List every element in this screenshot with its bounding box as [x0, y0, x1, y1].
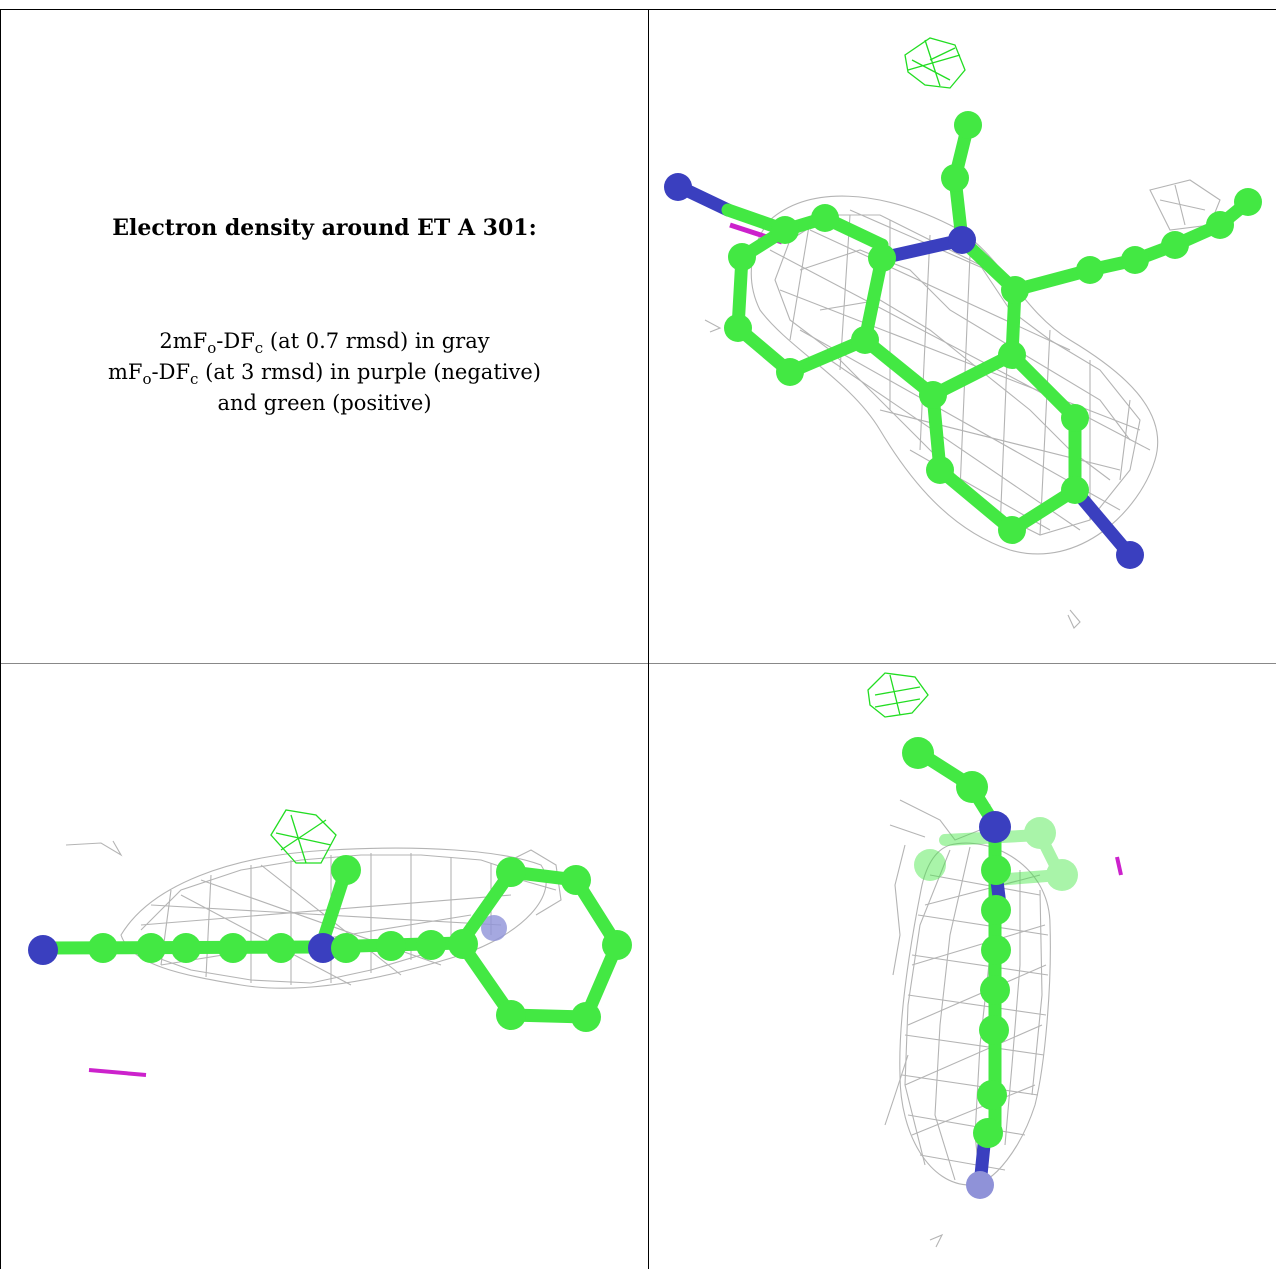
carbon-atom — [998, 341, 1026, 369]
molecule-view-3 — [867, 672, 1123, 1248]
carbon-atom — [602, 930, 632, 960]
nitrogen-atom — [948, 226, 976, 254]
carbon-atom — [1234, 188, 1262, 216]
grid-line-center — [648, 9, 649, 1269]
carbon-atom — [376, 931, 406, 961]
carbon-atom — [136, 933, 166, 963]
molecule-view-2 — [28, 809, 632, 1077]
gray-density-mesh — [65, 840, 562, 989]
molecule-atoms — [28, 855, 632, 1032]
carbon-atom — [941, 164, 969, 192]
carbon-atom — [1161, 231, 1189, 259]
carbon-atom — [956, 771, 988, 803]
carbon-atom — [266, 933, 296, 963]
figure-description: 2mFo-DFc (at 0.7 rmsd) in gray mFo-DFc (… — [1, 326, 648, 419]
legend-line-fofc: mFo-DFc (at 3 rmsd) in purple (negative) — [108, 360, 541, 389]
nitrogen-atom — [28, 935, 58, 965]
carbon-atom — [218, 933, 248, 963]
positive-density-blob — [904, 37, 966, 89]
carbon-atom — [981, 855, 1011, 885]
carbon-atom — [980, 975, 1010, 1005]
carbon-atom — [496, 1000, 526, 1030]
carbon-atom — [1001, 276, 1029, 304]
molecule-atoms — [664, 111, 1262, 569]
caption-cell: Electron density around ET A 301: 2mFo-D… — [1, 10, 648, 663]
positive-density-blob — [270, 809, 337, 864]
figure-title: Electron density around ET A 301: — [112, 215, 537, 241]
nitrogen-atom-faded — [966, 1171, 994, 1199]
carbon-atom — [724, 314, 752, 342]
carbon-atom — [496, 857, 526, 887]
carbon-atom — [571, 1002, 601, 1032]
carbon-atom — [728, 243, 756, 271]
nitrogen-atom-faded — [481, 915, 507, 941]
negative-density-stick — [1115, 856, 1123, 876]
carbon-atom — [331, 933, 361, 963]
carbon-atom — [919, 381, 947, 409]
carbon-atom — [954, 111, 982, 139]
carbon-atom — [1121, 246, 1149, 274]
legend-line-colors: and green (positive) — [217, 391, 432, 415]
carbon-atom — [1076, 256, 1104, 284]
positive-density-blob — [867, 672, 929, 718]
carbon-atom — [981, 895, 1011, 925]
carbon-atom — [979, 1015, 1009, 1045]
carbon-atom — [448, 929, 478, 959]
nitrogen-atom — [308, 933, 338, 963]
carbon-atom — [171, 933, 201, 963]
density-view-side — [1, 665, 648, 1269]
density-view-top — [650, 10, 1276, 663]
molecule-view-1 — [664, 37, 1262, 629]
nitrogen-atom — [664, 173, 692, 201]
carbon-atom — [973, 1118, 1003, 1148]
carbon-atom — [868, 244, 896, 272]
carbon-atom — [88, 933, 118, 963]
grid-line-left — [0, 9, 1, 1269]
carbon-atom — [1061, 476, 1089, 504]
negative-density-stick — [88, 1068, 147, 1077]
nitrogen-atom — [1116, 541, 1144, 569]
density-view-end — [650, 665, 1276, 1269]
carbon-atom — [331, 855, 361, 885]
carbon-atom — [902, 737, 934, 769]
carbon-atom — [998, 516, 1026, 544]
legend-line-2fofc: 2mFo-DFc (at 0.7 rmsd) in gray — [159, 329, 490, 358]
grid-line-top — [0, 9, 1276, 10]
carbon-atom — [926, 456, 954, 484]
carbon-atom — [977, 1080, 1007, 1110]
carbon-atom — [851, 326, 879, 354]
carbon-atom — [981, 935, 1011, 965]
carbon-atom — [416, 930, 446, 960]
carbon-atom — [776, 358, 804, 386]
molecule-bonds — [679, 118, 1255, 562]
nitrogen-atom — [979, 811, 1011, 843]
carbon-atom — [561, 865, 591, 895]
molecule-atoms — [902, 737, 1011, 1199]
grid-line-middle — [0, 663, 1276, 664]
carbon-atom — [811, 204, 839, 232]
carbon-atom — [1206, 211, 1234, 239]
carbon-atom — [1061, 404, 1089, 432]
carbon-atom — [771, 216, 799, 244]
